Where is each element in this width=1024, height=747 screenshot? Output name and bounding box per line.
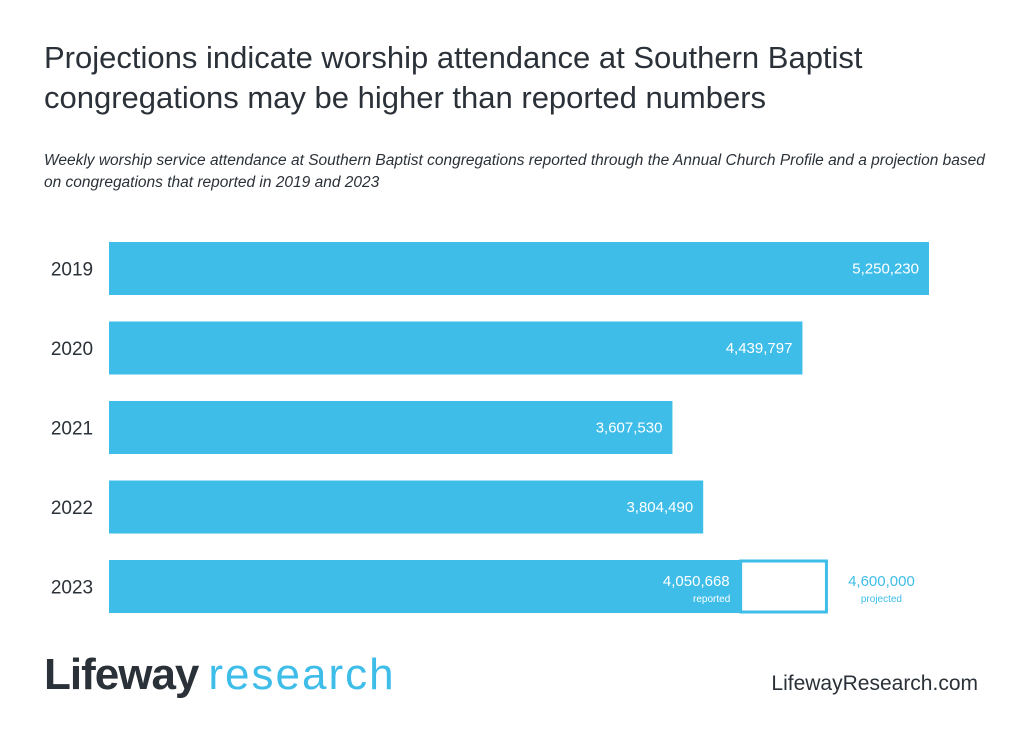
data-label-2020: 4,439,797 — [726, 340, 793, 357]
data-label-2022: 3,804,490 — [626, 499, 693, 516]
logo-brand-research: research — [208, 650, 396, 699]
projection-label-2023: 4,600,000 — [848, 573, 915, 590]
chart-title: Projections indicate worship attendance … — [44, 40, 863, 115]
bar-2020 — [109, 321, 803, 375]
reported-caption-2023: reported — [693, 594, 730, 605]
bar-2019 — [109, 242, 929, 295]
bar-2021 — [109, 401, 673, 454]
logo-brand: Lifeway — [44, 650, 199, 699]
projected-caption-2023: projected — [861, 594, 902, 605]
category-label-2019: 2019 — [51, 260, 93, 281]
category-label-2023: 2023 — [51, 578, 93, 599]
category-label-2020: 2020 — [51, 339, 93, 360]
bar-chart: 2019 5,250,230 2020 4,439,797 2021 3,607,530 2… — [51, 242, 929, 614]
projection-bar-2023 — [739, 559, 828, 614]
website-link[interactable]: LifewayResearch.com — [771, 672, 978, 695]
bar-2022 — [109, 480, 704, 534]
data-label-2023: 4,050,668 — [663, 573, 730, 590]
data-label-2021: 3,607,530 — [596, 420, 663, 437]
category-label-2022: 2022 — [51, 498, 93, 519]
chart-subtitle: Weekly worship service attendance at Sou… — [44, 152, 985, 191]
lifeway-research-logo: Lifeway research — [44, 650, 396, 700]
data-label-2019: 5,250,230 — [852, 261, 919, 278]
category-label-2021: 2021 — [51, 419, 93, 440]
bar-2023 — [109, 560, 742, 613]
